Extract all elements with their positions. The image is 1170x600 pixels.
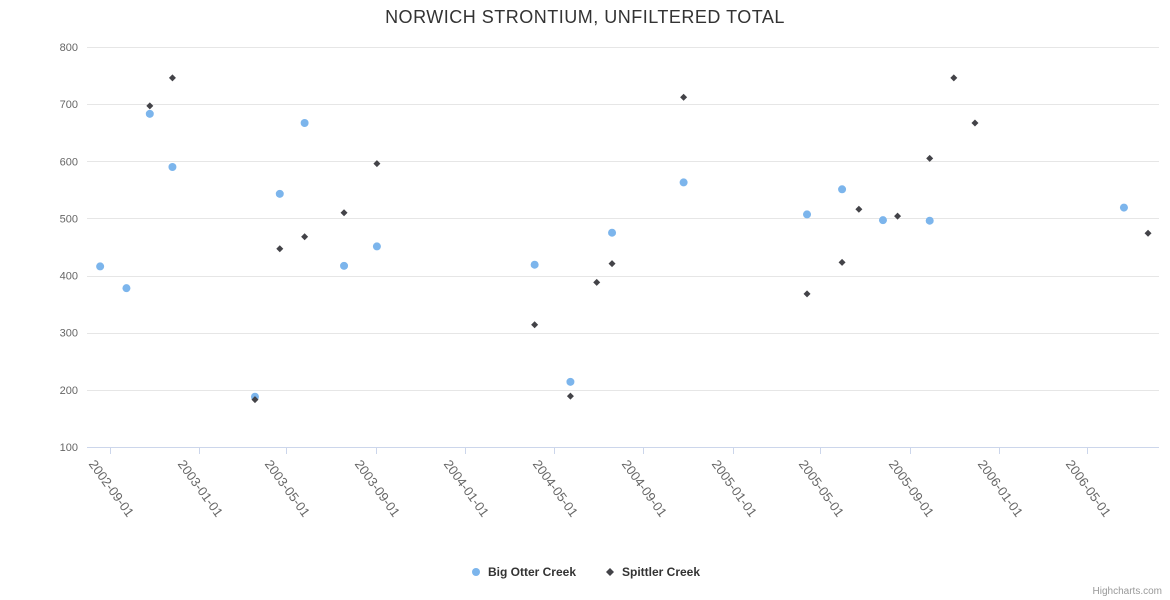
data-point-spittler-creek[interactable] — [276, 245, 284, 253]
data-point-big-otter-creek[interactable] — [275, 189, 284, 198]
legend-item-big-otter-creek[interactable]: Big Otter Creek — [470, 565, 576, 579]
data-point-spittler-creek[interactable] — [971, 119, 979, 127]
data-point-spittler-creek[interactable] — [950, 74, 958, 82]
legend-label: Big Otter Creek — [487, 565, 576, 579]
data-point-big-otter-creek[interactable] — [122, 284, 131, 293]
data-point-big-otter-creek[interactable] — [96, 262, 105, 271]
legend: Big Otter Creek Spittler Creek — [0, 561, 1170, 583]
data-point-spittler-creek[interactable] — [593, 278, 601, 286]
data-point-spittler-creek[interactable] — [803, 290, 811, 298]
data-point-spittler-creek[interactable] — [168, 74, 176, 82]
y-tick-label: 300 — [60, 328, 78, 340]
data-point-spittler-creek[interactable] — [894, 212, 902, 220]
highcharts-credits-link[interactable]: Highcharts.com — [1092, 586, 1162, 597]
data-point-spittler-creek[interactable] — [855, 205, 863, 213]
data-point-big-otter-creek[interactable] — [608, 228, 617, 237]
data-point-spittler-creek[interactable] — [838, 258, 846, 266]
data-point-spittler-creek[interactable] — [301, 233, 309, 241]
data-point-spittler-creek[interactable] — [680, 93, 688, 101]
data-point-big-otter-creek[interactable] — [679, 178, 688, 187]
data-point-big-otter-creek[interactable] — [803, 210, 812, 219]
y-tick-label: 400 — [60, 271, 78, 283]
y-tick-label: 800 — [60, 42, 78, 54]
data-point-spittler-creek[interactable] — [566, 392, 574, 400]
legend-item-spittler-creek[interactable]: Spittler Creek — [604, 565, 700, 579]
data-point-big-otter-creek[interactable] — [372, 242, 381, 251]
data-point-spittler-creek[interactable] — [340, 209, 348, 217]
diamond-marker-icon — [606, 568, 614, 576]
data-point-spittler-creek[interactable] — [251, 396, 259, 404]
data-point-big-otter-creek[interactable] — [566, 377, 575, 386]
data-point-big-otter-creek[interactable] — [530, 260, 539, 269]
data-point-big-otter-creek[interactable] — [145, 109, 154, 118]
data-point-spittler-creek[interactable] — [608, 260, 616, 268]
data-point-big-otter-creek[interactable] — [1119, 203, 1128, 212]
legend-label: Spittler Creek — [622, 565, 701, 579]
data-point-big-otter-creek[interactable] — [878, 216, 887, 225]
data-point-spittler-creek[interactable] — [373, 160, 381, 168]
data-point-spittler-creek[interactable] — [146, 102, 154, 110]
y-tick-label: 200 — [60, 385, 78, 397]
chart-title: NORWICH STRONTIUM, UNFILTERED TOTAL — [385, 7, 785, 27]
circle-marker-icon — [471, 568, 480, 576]
y-tick-label: 500 — [60, 213, 78, 225]
y-tick-label: 100 — [60, 442, 78, 454]
data-point-big-otter-creek[interactable] — [168, 163, 177, 171]
data-point-spittler-creek[interactable] — [1144, 229, 1152, 237]
data-point-spittler-creek[interactable] — [531, 321, 539, 329]
y-tick-label: 600 — [60, 156, 78, 168]
data-point-big-otter-creek[interactable] — [300, 119, 309, 127]
data-point-spittler-creek[interactable] — [926, 154, 934, 162]
data-point-big-otter-creek[interactable] — [838, 185, 847, 194]
data-point-big-otter-creek[interactable] — [925, 216, 934, 225]
y-tick-label: 700 — [60, 99, 78, 111]
data-point-big-otter-creek[interactable] — [340, 261, 349, 270]
